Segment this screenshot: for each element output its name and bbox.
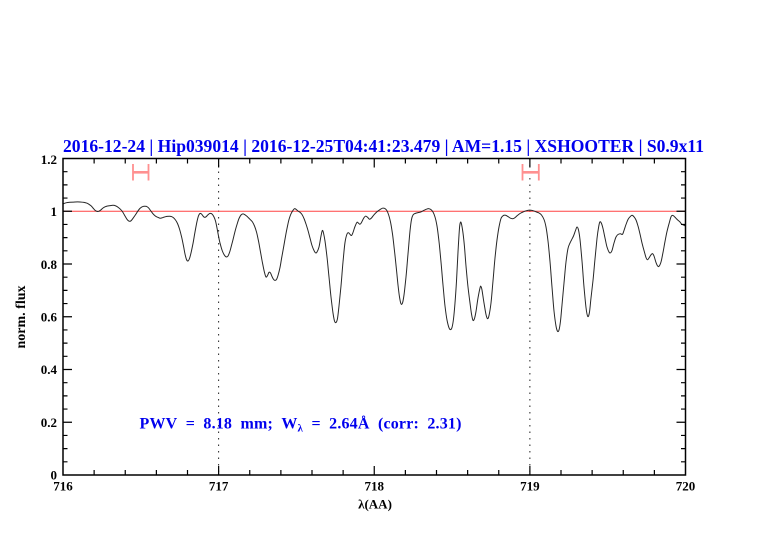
svg-text:0: 0 <box>51 468 58 483</box>
svg-text:0.6: 0.6 <box>41 310 58 325</box>
svg-text:0.4: 0.4 <box>41 362 58 377</box>
svg-text:2016-12-24 | Hip039014 | 2016-: 2016-12-24 | Hip039014 | 2016-12-25T04:4… <box>63 136 704 156</box>
svg-text:717: 717 <box>209 478 229 493</box>
svg-text:λ(AA): λ(AA) <box>358 497 392 512</box>
svg-text:716: 716 <box>53 478 73 493</box>
svg-text:PWV = 8.18 mm; Wλ = 2.64: PWV = 8.18 mm; Wλ = 2.64Å (corr: 2.31) <box>140 415 462 435</box>
svg-text:1: 1 <box>51 204 58 219</box>
svg-text:norm. flux: norm. flux <box>14 286 29 349</box>
svg-text:720: 720 <box>676 478 696 493</box>
svg-text:0.2: 0.2 <box>41 415 57 430</box>
svg-text:719: 719 <box>520 478 540 493</box>
svg-text:1.2: 1.2 <box>41 152 57 167</box>
svg-text:718: 718 <box>365 478 385 493</box>
svg-text:0.8: 0.8 <box>41 257 58 272</box>
